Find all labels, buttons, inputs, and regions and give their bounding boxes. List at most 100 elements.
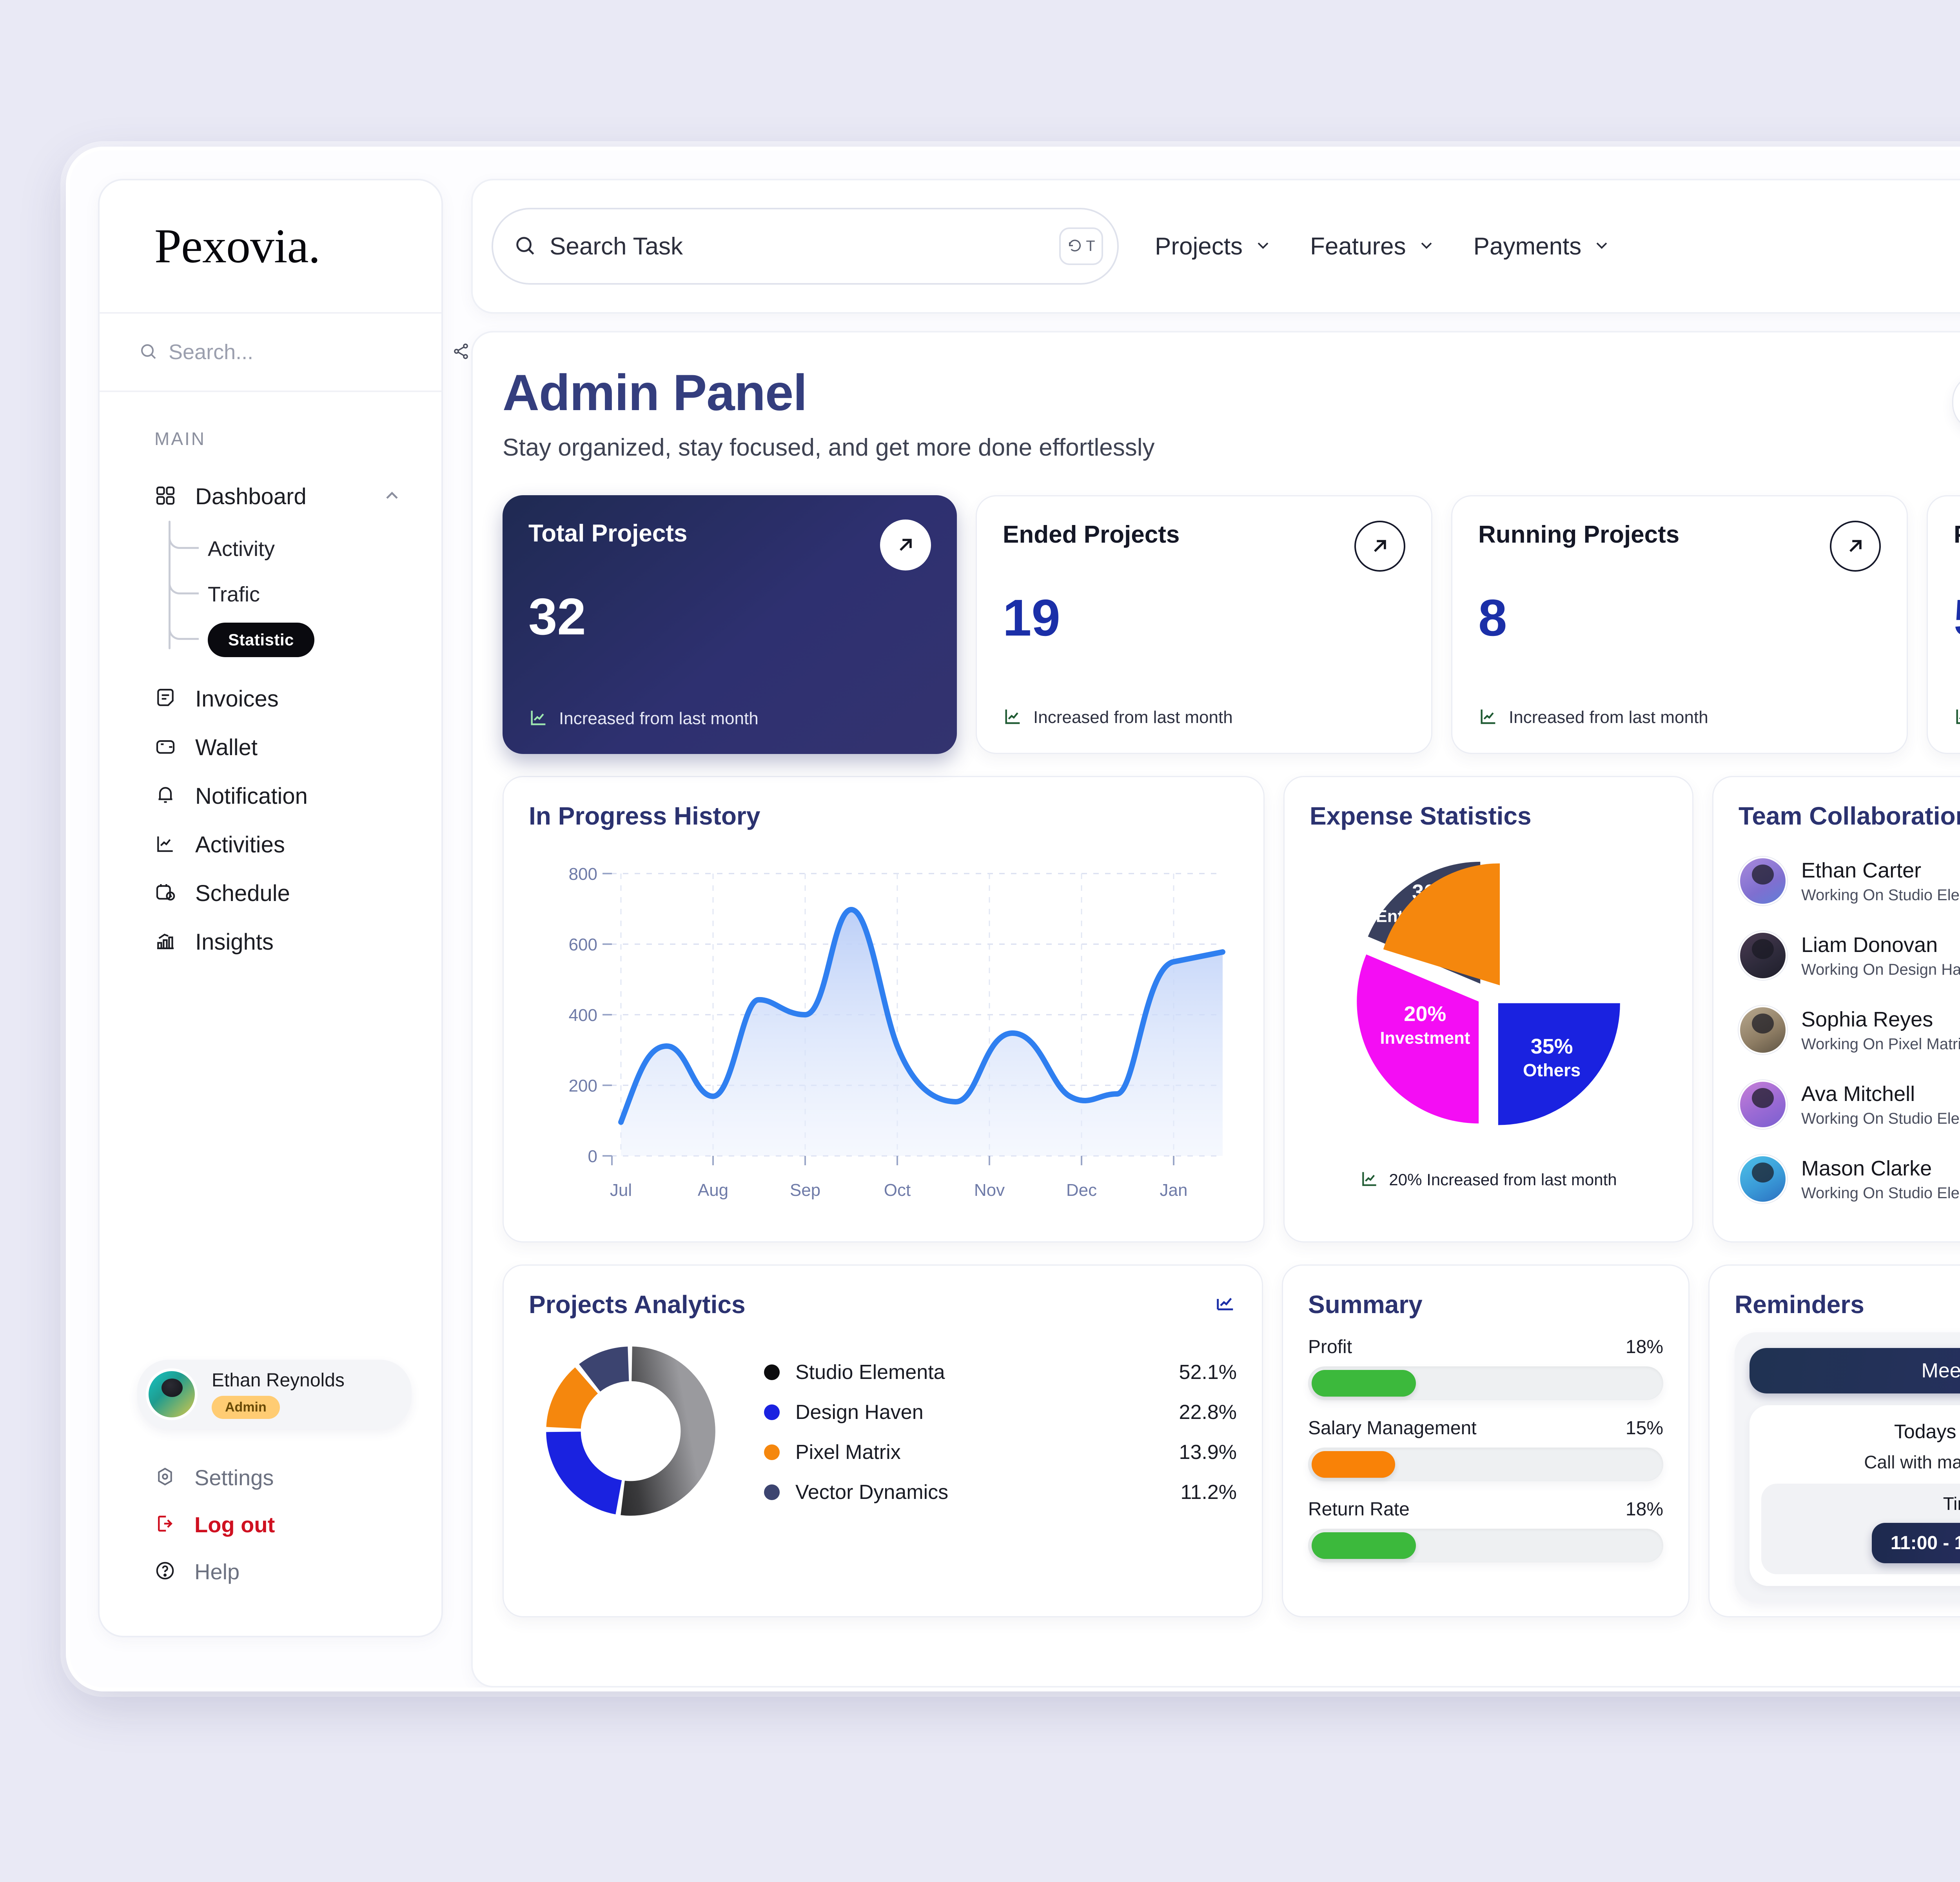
add-projects-button[interactable]: Add Projects xyxy=(1952,373,1960,431)
svg-text:Dec: Dec xyxy=(1066,1181,1097,1200)
logout-icon xyxy=(154,1513,176,1536)
topbar: T Projects Features Payments xyxy=(471,179,1960,314)
table-row[interactable]: Ava Mitchell Working On Studio Elementa … xyxy=(1739,1067,1960,1142)
sidebar-user-card[interactable]: Ethan Reynolds Admin xyxy=(137,1360,412,1429)
open-arrow-icon[interactable] xyxy=(1830,521,1881,572)
sidebar-search[interactable] xyxy=(100,314,468,392)
summary-label: Salary Management xyxy=(1308,1418,1477,1439)
sidebar-item-dashboard[interactable]: Dashboard xyxy=(100,472,441,521)
member-name: Sophia Reyes xyxy=(1801,1007,1933,1031)
nav-features[interactable]: Features xyxy=(1310,233,1436,260)
meetings-card: Meetings Todays Meeting Call with market… xyxy=(1735,1332,1960,1602)
sidebar-search-input[interactable] xyxy=(169,340,441,364)
sidebar-subitem-statistic[interactable]: Statistic xyxy=(100,617,441,663)
summary-value: 18% xyxy=(1625,1499,1663,1520)
sidebar-subitem-label: Trafic xyxy=(208,583,260,606)
sidebar-item-label: Insights xyxy=(195,929,274,955)
table-row[interactable]: Mason Clarke Working On Studio Elementa … xyxy=(1739,1142,1960,1216)
member-name: Mason Clarke xyxy=(1801,1156,1932,1180)
member-task: Working On Studio Elementa xyxy=(1801,886,1960,904)
open-arrow-icon[interactable] xyxy=(1354,521,1405,572)
gear-icon xyxy=(154,1466,176,1489)
kpi-card-ended-projects[interactable]: Ended Projects 19 Increased from last mo… xyxy=(976,495,1432,754)
nav-payments[interactable]: Payments xyxy=(1474,233,1612,260)
chart-toggle-icon[interactable] xyxy=(1214,1292,1237,1317)
kpi-card-pending-projects[interactable]: Pending Projects 5 Increased from last m… xyxy=(1927,495,1960,754)
sidebar-subitem-activity[interactable]: Activity xyxy=(100,526,441,572)
sidebar-item-insights[interactable]: Insights xyxy=(100,917,441,966)
chevron-down-icon xyxy=(1417,236,1436,257)
chevron-up-icon[interactable] xyxy=(382,485,402,508)
kpi-value: 5 xyxy=(1954,588,1960,647)
table-row[interactable]: Ethan Carter Working On Studio Elementa … xyxy=(1739,844,1960,918)
share-icon[interactable] xyxy=(452,342,470,362)
panel-reminders: Reminders Meetings Todays Meeting Call w… xyxy=(1708,1264,1960,1617)
chevron-down-icon xyxy=(1254,236,1272,257)
panel-projects-analytics: Projects Analytics xyxy=(503,1264,1263,1617)
legend-label: Vector Dynamics xyxy=(795,1481,949,1504)
tab-meetings[interactable]: Meetings xyxy=(1749,1348,1960,1393)
progress-bar xyxy=(1308,1529,1663,1562)
kpi-note: Increased from last month xyxy=(1509,707,1708,727)
panel-team-collaboration: Team Collaboration + Add Member Ethan Ca… xyxy=(1712,776,1960,1243)
sidebar-item-notification[interactable]: Notification xyxy=(100,772,441,820)
bar-growth-icon xyxy=(154,930,176,954)
sidebar-item-wallet[interactable]: Wallet xyxy=(100,723,441,772)
pie-chart: 30% Entertainment 15% Payroll xyxy=(1310,832,1667,1163)
panel-title: In Progress History xyxy=(529,802,760,830)
kpi-note: Increased from last month xyxy=(1033,707,1233,727)
main-area: T Projects Features Payments xyxy=(471,179,1960,1688)
sidebar-item-help[interactable]: Help xyxy=(100,1548,441,1595)
svg-text:20%: 20% xyxy=(1404,1002,1446,1026)
progress-bar xyxy=(1308,1366,1663,1400)
search-icon xyxy=(139,342,158,363)
search-shortcut-badge[interactable]: T xyxy=(1059,227,1103,265)
sidebar-item-label: Dashboard xyxy=(195,483,307,509)
svg-text:Sep: Sep xyxy=(790,1181,820,1200)
svg-text:Oct: Oct xyxy=(884,1181,911,1200)
kpi-card-total-projects[interactable]: Total Projects 32 Increased from last mo… xyxy=(503,495,957,754)
panel-summary: Summary Profit 18% Salary Management xyxy=(1282,1264,1690,1617)
kpi-row: Total Projects 32 Increased from last mo… xyxy=(503,495,1960,754)
avatar xyxy=(1739,857,1787,905)
legend-value: 52.1% xyxy=(1179,1361,1237,1384)
sidebar-item-label: Log out xyxy=(194,1512,275,1537)
legend-color-swatch xyxy=(764,1364,780,1380)
legend-item: Studio Elementa 52.1% xyxy=(764,1352,1237,1392)
sidebar-subitem-label: Activity xyxy=(208,537,275,561)
sidebar-item-invoices[interactable]: Invoices xyxy=(100,674,441,723)
search-input[interactable] xyxy=(550,232,1046,260)
summary-row-salary-management: Salary Management 15% xyxy=(1308,1417,1663,1481)
summary-row-profit: Profit 18% xyxy=(1308,1336,1663,1400)
area-chart: 800 600 400 200 0 xyxy=(529,842,1238,1221)
svg-text:Others: Others xyxy=(1523,1060,1581,1080)
sidebar-item-logout[interactable]: Log out xyxy=(100,1501,441,1548)
table-row[interactable]: Liam Donovan Working On Design Haven Com… xyxy=(1739,918,1960,993)
legend-item: Design Haven 22.8% xyxy=(764,1392,1237,1432)
panel-title: Expense Statistics xyxy=(1310,802,1532,830)
nav-projects[interactable]: Projects xyxy=(1155,233,1272,260)
open-arrow-icon[interactable] xyxy=(880,520,931,570)
table-row[interactable]: Sophia Reyes Working On Pixel Matrix Pen… xyxy=(1739,993,1960,1067)
user-name: Ethan Reynolds xyxy=(212,1370,345,1391)
sidebar-item-activities[interactable]: Activities xyxy=(100,820,441,869)
sidebar-item-settings[interactable]: Settings xyxy=(100,1454,441,1501)
sidebar-subitem-trafic[interactable]: Trafic xyxy=(100,572,441,617)
member-task: Working On Pixel Matrix xyxy=(1801,1035,1960,1053)
search-icon xyxy=(514,234,536,259)
nav-label: Projects xyxy=(1155,233,1243,260)
meeting-subject: Call with marketing team xyxy=(1864,1452,1960,1472)
meeting-time-box: Time 11:00 - 11:48 pm xyxy=(1761,1484,1960,1574)
kpi-note: Increased from last month xyxy=(559,708,759,728)
kpi-title: Ended Projects xyxy=(1003,521,1180,548)
avatar xyxy=(1739,1155,1787,1203)
kpi-card-running-projects[interactable]: Running Projects 8 Increased from last m… xyxy=(1451,495,1908,754)
search-task-box[interactable]: T xyxy=(492,208,1119,285)
nav-label: Payments xyxy=(1473,233,1582,260)
summary-label: Return Rate xyxy=(1308,1499,1410,1520)
sidebar-item-schedule[interactable]: Schedule xyxy=(100,869,441,917)
svg-text:Aug: Aug xyxy=(698,1181,728,1200)
summary-value: 15% xyxy=(1625,1418,1663,1439)
svg-text:35%: 35% xyxy=(1531,1035,1573,1058)
member-name: Ethan Carter xyxy=(1801,858,1922,882)
